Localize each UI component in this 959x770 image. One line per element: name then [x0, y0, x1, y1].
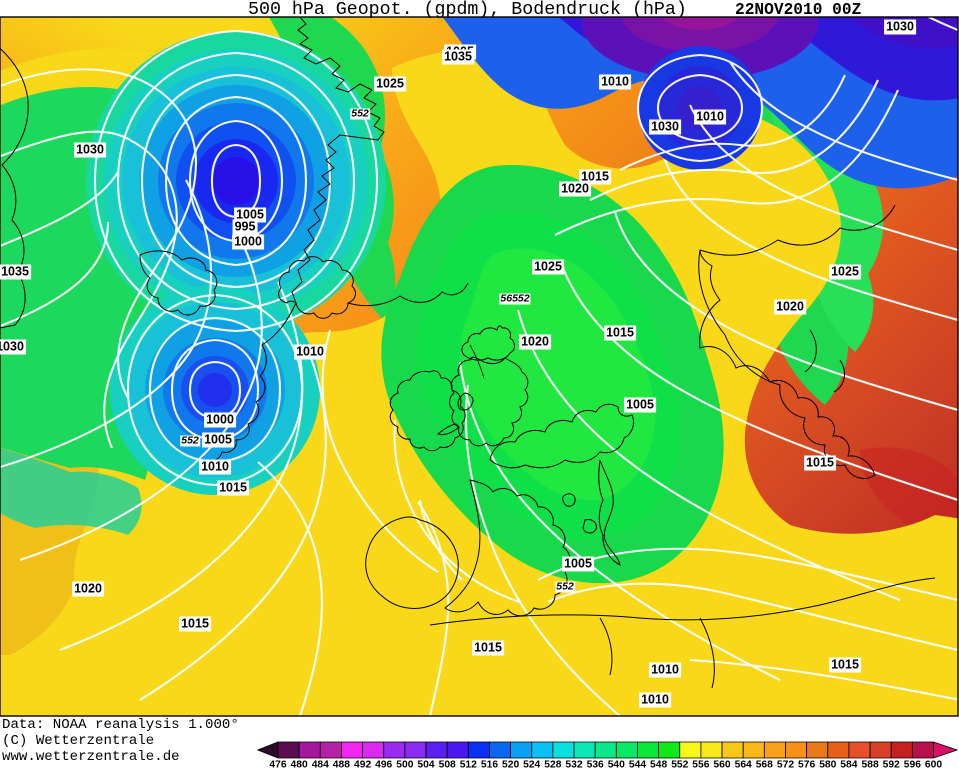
- svg-text:528: 528: [544, 760, 561, 770]
- svg-text:556: 556: [692, 760, 709, 770]
- svg-text:572: 572: [777, 760, 794, 770]
- svg-text:552: 552: [671, 760, 688, 770]
- svg-text:520: 520: [502, 760, 519, 770]
- svg-text:496: 496: [375, 760, 392, 770]
- svg-text:532: 532: [565, 760, 582, 770]
- svg-text:576: 576: [798, 760, 815, 770]
- svg-text:512: 512: [460, 760, 477, 770]
- svg-text:516: 516: [481, 760, 498, 770]
- svg-text:544: 544: [629, 760, 646, 770]
- svg-text:540: 540: [608, 760, 625, 770]
- svg-text:488: 488: [333, 760, 350, 770]
- svg-text:596: 596: [904, 760, 921, 770]
- svg-text:492: 492: [354, 760, 371, 770]
- svg-text:568: 568: [756, 760, 773, 770]
- svg-text:600: 600: [925, 760, 942, 770]
- svg-text:564: 564: [735, 760, 752, 770]
- svg-text:524: 524: [523, 760, 540, 770]
- svg-text:584: 584: [840, 760, 857, 770]
- svg-text:536: 536: [587, 760, 604, 770]
- svg-text:500: 500: [396, 760, 413, 770]
- svg-text:480: 480: [291, 760, 308, 770]
- svg-text:588: 588: [862, 760, 879, 770]
- svg-text:580: 580: [819, 760, 836, 770]
- svg-text:548: 548: [650, 760, 667, 770]
- svg-text:508: 508: [439, 760, 456, 770]
- svg-text:484: 484: [312, 760, 329, 770]
- svg-text:504: 504: [417, 760, 434, 770]
- svg-text:592: 592: [883, 760, 900, 770]
- svg-text:560: 560: [713, 760, 730, 770]
- svg-text:476: 476: [269, 760, 286, 770]
